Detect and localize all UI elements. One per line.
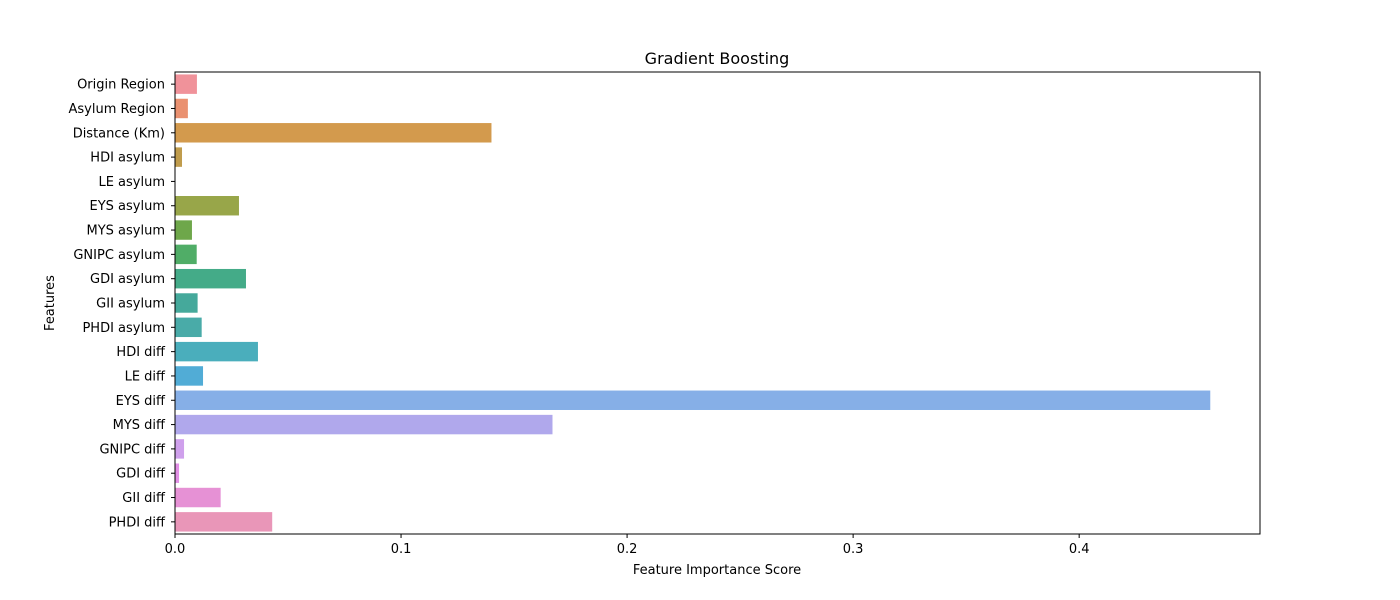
bar-gnipc-asylum	[175, 244, 197, 265]
y-axis-label: Features	[43, 275, 58, 331]
y-tick-label: Distance (Km)	[73, 126, 165, 141]
y-tick-label: PHDI diff	[109, 515, 166, 530]
y-tick-label: GNIPC asylum	[73, 248, 165, 263]
bar-origin-region	[175, 74, 197, 94]
y-tick-label: GNIPC diff	[99, 442, 166, 457]
y-tick-label: EYS asylum	[90, 199, 166, 214]
bar-eys-asylum	[175, 196, 239, 216]
y-tick-label: PHDI asylum	[82, 321, 165, 336]
y-tick-label: LE asylum	[98, 175, 165, 190]
bar-eys-diff	[175, 390, 1211, 410]
y-tick-label: LE diff	[125, 369, 166, 384]
bar-phdi-asylum	[175, 317, 202, 338]
y-tick-label: HDI asylum	[90, 151, 165, 166]
bar-gnipc-diff	[175, 439, 185, 459]
bar-gdi-asylum	[175, 268, 246, 289]
y-tick-label: MYS asylum	[87, 224, 166, 239]
y-tick-label: EYS diff	[116, 394, 166, 409]
y-tick-label: Asylum Region	[68, 102, 165, 117]
x-axis-label: Feature Importance Score	[633, 563, 801, 578]
bars-group	[175, 74, 1211, 532]
bar-gdi-diff	[175, 463, 180, 483]
x-tick-label: 0.0	[165, 542, 186, 557]
y-tick-label: GII asylum	[96, 297, 165, 312]
bar-mys-asylum	[175, 220, 192, 240]
bar-hdi-asylum	[175, 147, 183, 167]
x-tick-label: 0.1	[391, 542, 412, 557]
chart-title: Gradient Boosting	[645, 49, 790, 68]
x-tick-label: 0.2	[617, 542, 638, 557]
y-tick-label: Origin Region	[77, 78, 165, 93]
bar-le-diff	[175, 366, 204, 386]
x-tick-label: 0.3	[843, 542, 864, 557]
y-tick-label: HDI diff	[116, 345, 166, 360]
y-tick-label: GDI diff	[116, 467, 166, 482]
y-tick-label: GII diff	[122, 491, 166, 506]
bar-distance-km	[175, 123, 492, 143]
bar-gii-diff	[175, 487, 221, 508]
bar-mys-diff	[175, 414, 553, 435]
y-tick-label: GDI asylum	[90, 272, 165, 287]
bar-gii-asylum	[175, 293, 198, 313]
x-axis-ticks: 0.0 0.1 0.2 0.3 0.4	[165, 534, 1090, 557]
bar-hdi-diff	[175, 341, 258, 362]
y-tick-label: MYS diff	[113, 418, 166, 433]
bar-asylum-region	[175, 98, 188, 119]
bar-phdi-diff	[175, 512, 273, 532]
y-axis-ticks: Origin Region Asylum Region Distance (Km) H…	[68, 78, 175, 530]
x-tick-label: 0.4	[1069, 542, 1090, 557]
